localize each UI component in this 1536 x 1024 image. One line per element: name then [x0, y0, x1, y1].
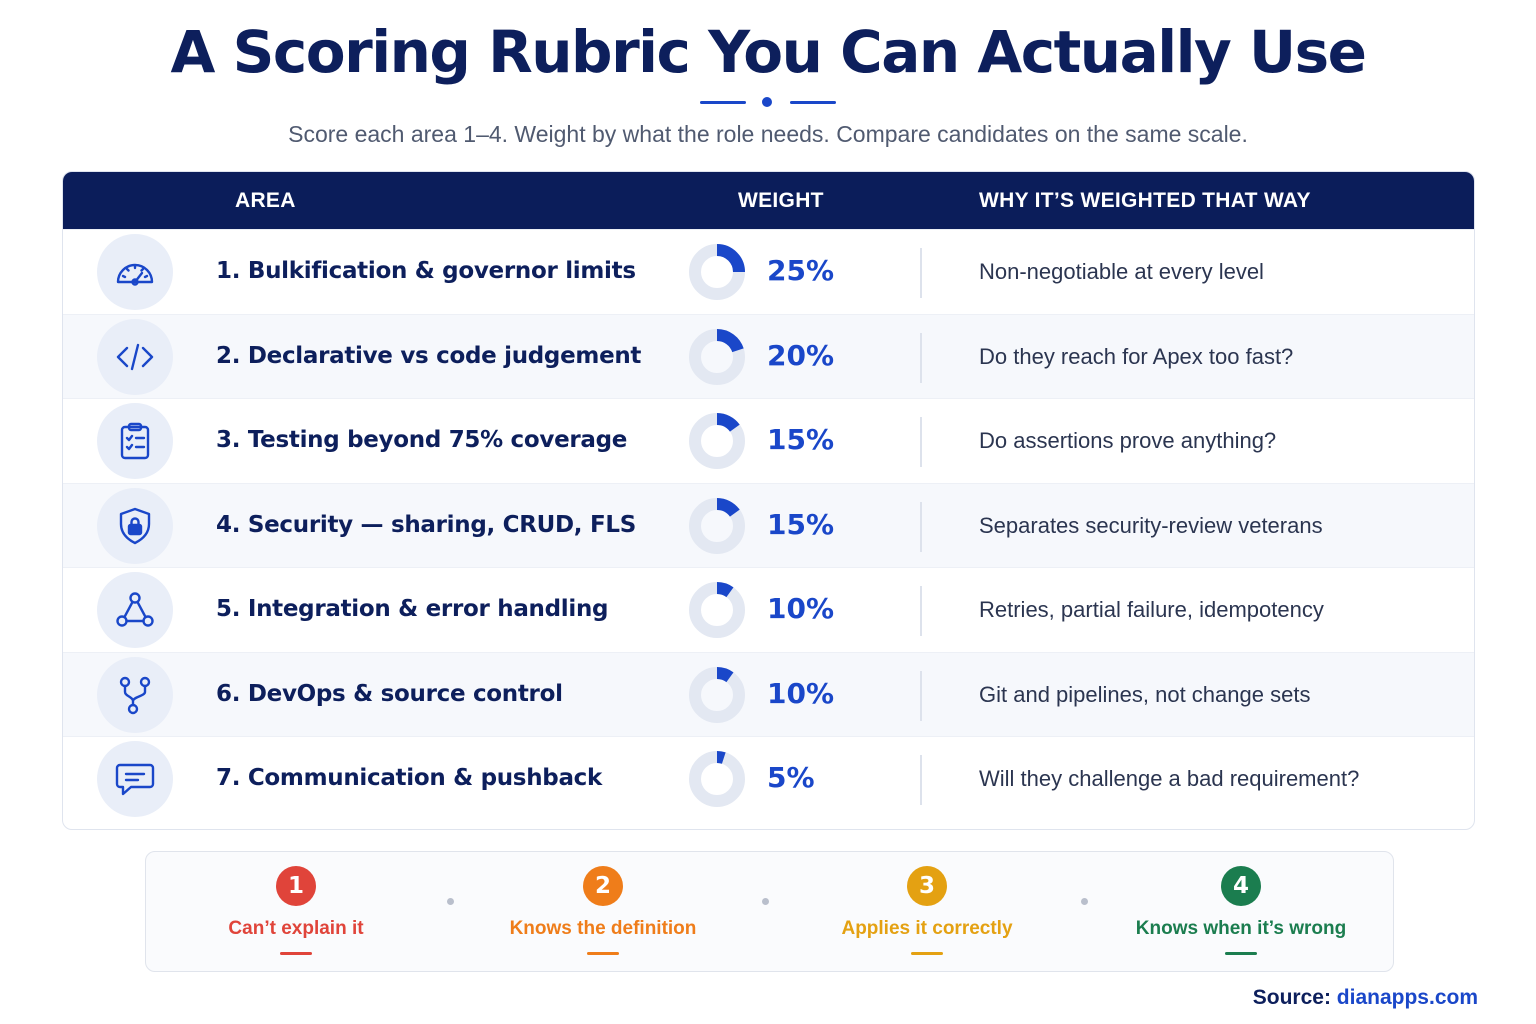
why-text: Do assertions prove anything? — [979, 428, 1277, 453]
scale-underline — [911, 952, 943, 955]
scale-number-badge: 2 — [583, 866, 623, 906]
area-label: 5. Integration & error handling — [216, 596, 609, 622]
table-row: 4. Security — sharing, CRUD, FLS 15% Sep… — [63, 482, 1474, 567]
weight-donut — [689, 413, 745, 469]
scale-number-badge: 1 — [276, 866, 316, 906]
scale-separator-dot — [762, 898, 769, 905]
scale-level-1: 1 Can’t explain it — [146, 866, 446, 955]
scale-number-badge: 3 — [907, 866, 947, 906]
table-row: 2. Declarative vs code judgement 20% Do … — [63, 313, 1474, 398]
area-label: 3. Testing beyond 75% coverage — [216, 427, 628, 453]
scale-separator-dot — [1081, 898, 1088, 905]
scale-level-4: 4 Knows when it’s wrong — [1091, 866, 1391, 955]
why-text: Retries, partial failure, idempotency — [979, 597, 1324, 622]
source-label: Source: — [1252, 986, 1331, 1009]
table-header: AREA WEIGHT WHY IT’S WEIGHTED THAT WAY — [63, 172, 1474, 229]
weight-donut — [689, 244, 745, 300]
weight-value: 10% — [767, 676, 835, 710]
why-text: Will they challenge a bad requirement? — [979, 766, 1360, 791]
column-separator — [920, 417, 922, 467]
table-row: 5. Integration & error handling 10% Retr… — [63, 567, 1474, 652]
weight-value: 25% — [767, 254, 835, 287]
weight-donut — [689, 582, 745, 638]
scale-underline — [587, 952, 619, 955]
header-area: AREA — [235, 189, 296, 212]
why-text: Git and pipelines, not change sets — [979, 681, 1311, 707]
scale-level-2: 2 Knows the definition — [453, 866, 753, 955]
area-label: 4. Security — sharing, CRUD, FLS — [216, 511, 636, 538]
code-icon — [97, 318, 173, 395]
header-why: WHY IT’S WEIGHTED THAT WAY — [979, 189, 1311, 212]
page-title: A Scoring Rubric You Can Actually Use — [170, 18, 1367, 86]
scale-underline — [1225, 952, 1257, 955]
rubric-table: AREA WEIGHT WHY IT’S WEIGHTED THAT WAY 1… — [62, 171, 1475, 830]
scale-level-3: 3 Applies it correctly — [777, 866, 1077, 955]
table-row: 7. Communication & pushback 5% Will they… — [63, 736, 1474, 821]
weight-value: 20% — [767, 338, 835, 372]
why-text: Separates security-review veterans — [979, 512, 1323, 538]
page-subtitle: Score each area 1–4. Weight by what the … — [288, 121, 1248, 147]
source-credit: Source: dianapps.com — [1253, 986, 1478, 1010]
shield-lock-icon — [97, 487, 173, 564]
column-separator — [920, 248, 922, 298]
git-branch-icon — [97, 656, 173, 733]
weight-donut — [689, 666, 745, 723]
scale-label: Applies it correctly — [841, 918, 1013, 939]
why-text: Do they reach for Apex too fast? — [979, 343, 1294, 369]
weight-donut — [689, 497, 745, 554]
scale-separator-dot — [446, 898, 454, 905]
scale-label: Knows the definition — [509, 918, 697, 939]
area-label: 1. Bulkification & governor limits — [216, 258, 636, 284]
column-separator — [920, 755, 922, 805]
weight-donut — [689, 751, 745, 807]
weight-value: 5% — [767, 761, 815, 794]
why-text: Non-negotiable at every level — [979, 259, 1264, 284]
column-separator — [920, 332, 922, 383]
column-separator — [920, 501, 922, 552]
chat-bubble-icon — [97, 741, 173, 817]
column-separator — [920, 586, 922, 636]
area-label: 6. DevOps & source control — [216, 680, 563, 707]
weight-value: 10% — [767, 592, 835, 625]
weight-value: 15% — [767, 507, 835, 541]
area-label: 7. Communication & pushback — [216, 765, 602, 791]
table-row: 1. Bulkification & governor limits 25% N… — [63, 229, 1474, 314]
table-row: 6. DevOps & source control 10% Git and p… — [63, 651, 1474, 736]
scale-number-badge: 4 — [1221, 866, 1261, 906]
scoring-scale: 1 Can’t explain it 2 Knows the definitio… — [145, 851, 1394, 972]
title-divider — [700, 96, 836, 108]
table-row: 3. Testing beyond 75% coverage 15% Do as… — [63, 398, 1474, 483]
scale-label: Knows when it’s wrong — [1135, 918, 1347, 939]
source-link[interactable]: dianapps.com — [1336, 986, 1478, 1009]
network-icon — [97, 572, 173, 648]
area-label: 2. Declarative vs code judgement — [216, 342, 642, 369]
gauge-icon — [97, 234, 173, 310]
header-weight: WEIGHT — [738, 189, 824, 212]
weight-value: 15% — [767, 423, 835, 456]
scale-underline — [280, 952, 312, 955]
scale-label: Can’t explain it — [228, 918, 364, 939]
column-separator — [920, 670, 922, 721]
checklist-icon — [97, 403, 173, 479]
weight-donut — [689, 328, 745, 385]
